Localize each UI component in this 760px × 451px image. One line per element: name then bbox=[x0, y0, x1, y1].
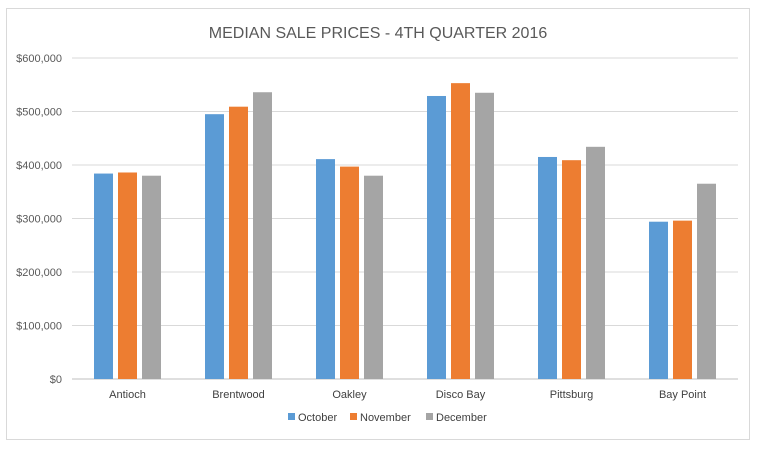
bar-october-antioch bbox=[94, 173, 113, 379]
bars bbox=[94, 83, 716, 380]
legend-swatch-october bbox=[288, 413, 295, 420]
x-axis-category-labels: Antioch Brentwood Oakley Disco Bay Pittsburg… bbox=[109, 389, 706, 401]
bar-october-pittsburg bbox=[538, 156, 557, 379]
x-category-label: Antioch bbox=[109, 389, 146, 401]
bar-november-oakley bbox=[340, 166, 359, 379]
legend-swatch-december bbox=[426, 413, 433, 420]
y-tick-label: $500,000 bbox=[16, 107, 62, 119]
gridlines bbox=[72, 57, 738, 380]
bar-november-pittsburg bbox=[562, 160, 581, 379]
bar-december-disco-bay bbox=[475, 92, 494, 380]
y-tick-label: $300,000 bbox=[16, 214, 62, 226]
bar-october-bay-point bbox=[649, 221, 668, 379]
y-tick-label: $100,000 bbox=[16, 321, 62, 333]
bar-december-oakley bbox=[364, 175, 383, 379]
x-category-label: Brentwood bbox=[212, 389, 265, 401]
x-category-label: Pittsburg bbox=[550, 389, 593, 401]
legend-label-november: November bbox=[360, 412, 411, 424]
bar-october-brentwood bbox=[205, 114, 224, 380]
bar-december-antioch bbox=[142, 175, 161, 379]
bar-november-disco-bay bbox=[451, 83, 470, 380]
bar-november-bay-point bbox=[673, 220, 692, 379]
legend-label-october: October bbox=[298, 412, 337, 424]
bar-november-brentwood bbox=[229, 106, 248, 379]
x-category-label: Disco Bay bbox=[436, 389, 486, 401]
x-category-label: Oakley bbox=[332, 389, 367, 401]
bar-december-pittsburg bbox=[586, 146, 605, 379]
bar-november-antioch bbox=[118, 172, 137, 379]
y-tick-label: $200,000 bbox=[16, 267, 62, 279]
x-category-label: Bay Point bbox=[659, 389, 706, 401]
y-tick-label: $600,000 bbox=[16, 53, 62, 65]
bar-december-bay-point bbox=[697, 183, 716, 379]
y-tick-label: $0 bbox=[50, 374, 62, 386]
chart-title: MEDIAN SALE PRICES - 4TH QUARTER 2016 bbox=[209, 25, 548, 42]
legend-label-december: December bbox=[436, 412, 487, 424]
legend: October November December bbox=[288, 412, 487, 424]
bar-october-oakley bbox=[316, 159, 335, 379]
legend-swatch-november bbox=[350, 413, 357, 420]
bar-december-brentwood bbox=[253, 92, 272, 380]
y-axis-tick-labels: $0 $100,000 $200,000 $300,000 $400,000 $500,0… bbox=[16, 53, 62, 386]
bar-october-disco-bay bbox=[427, 95, 446, 380]
y-tick-label: $400,000 bbox=[16, 160, 62, 172]
